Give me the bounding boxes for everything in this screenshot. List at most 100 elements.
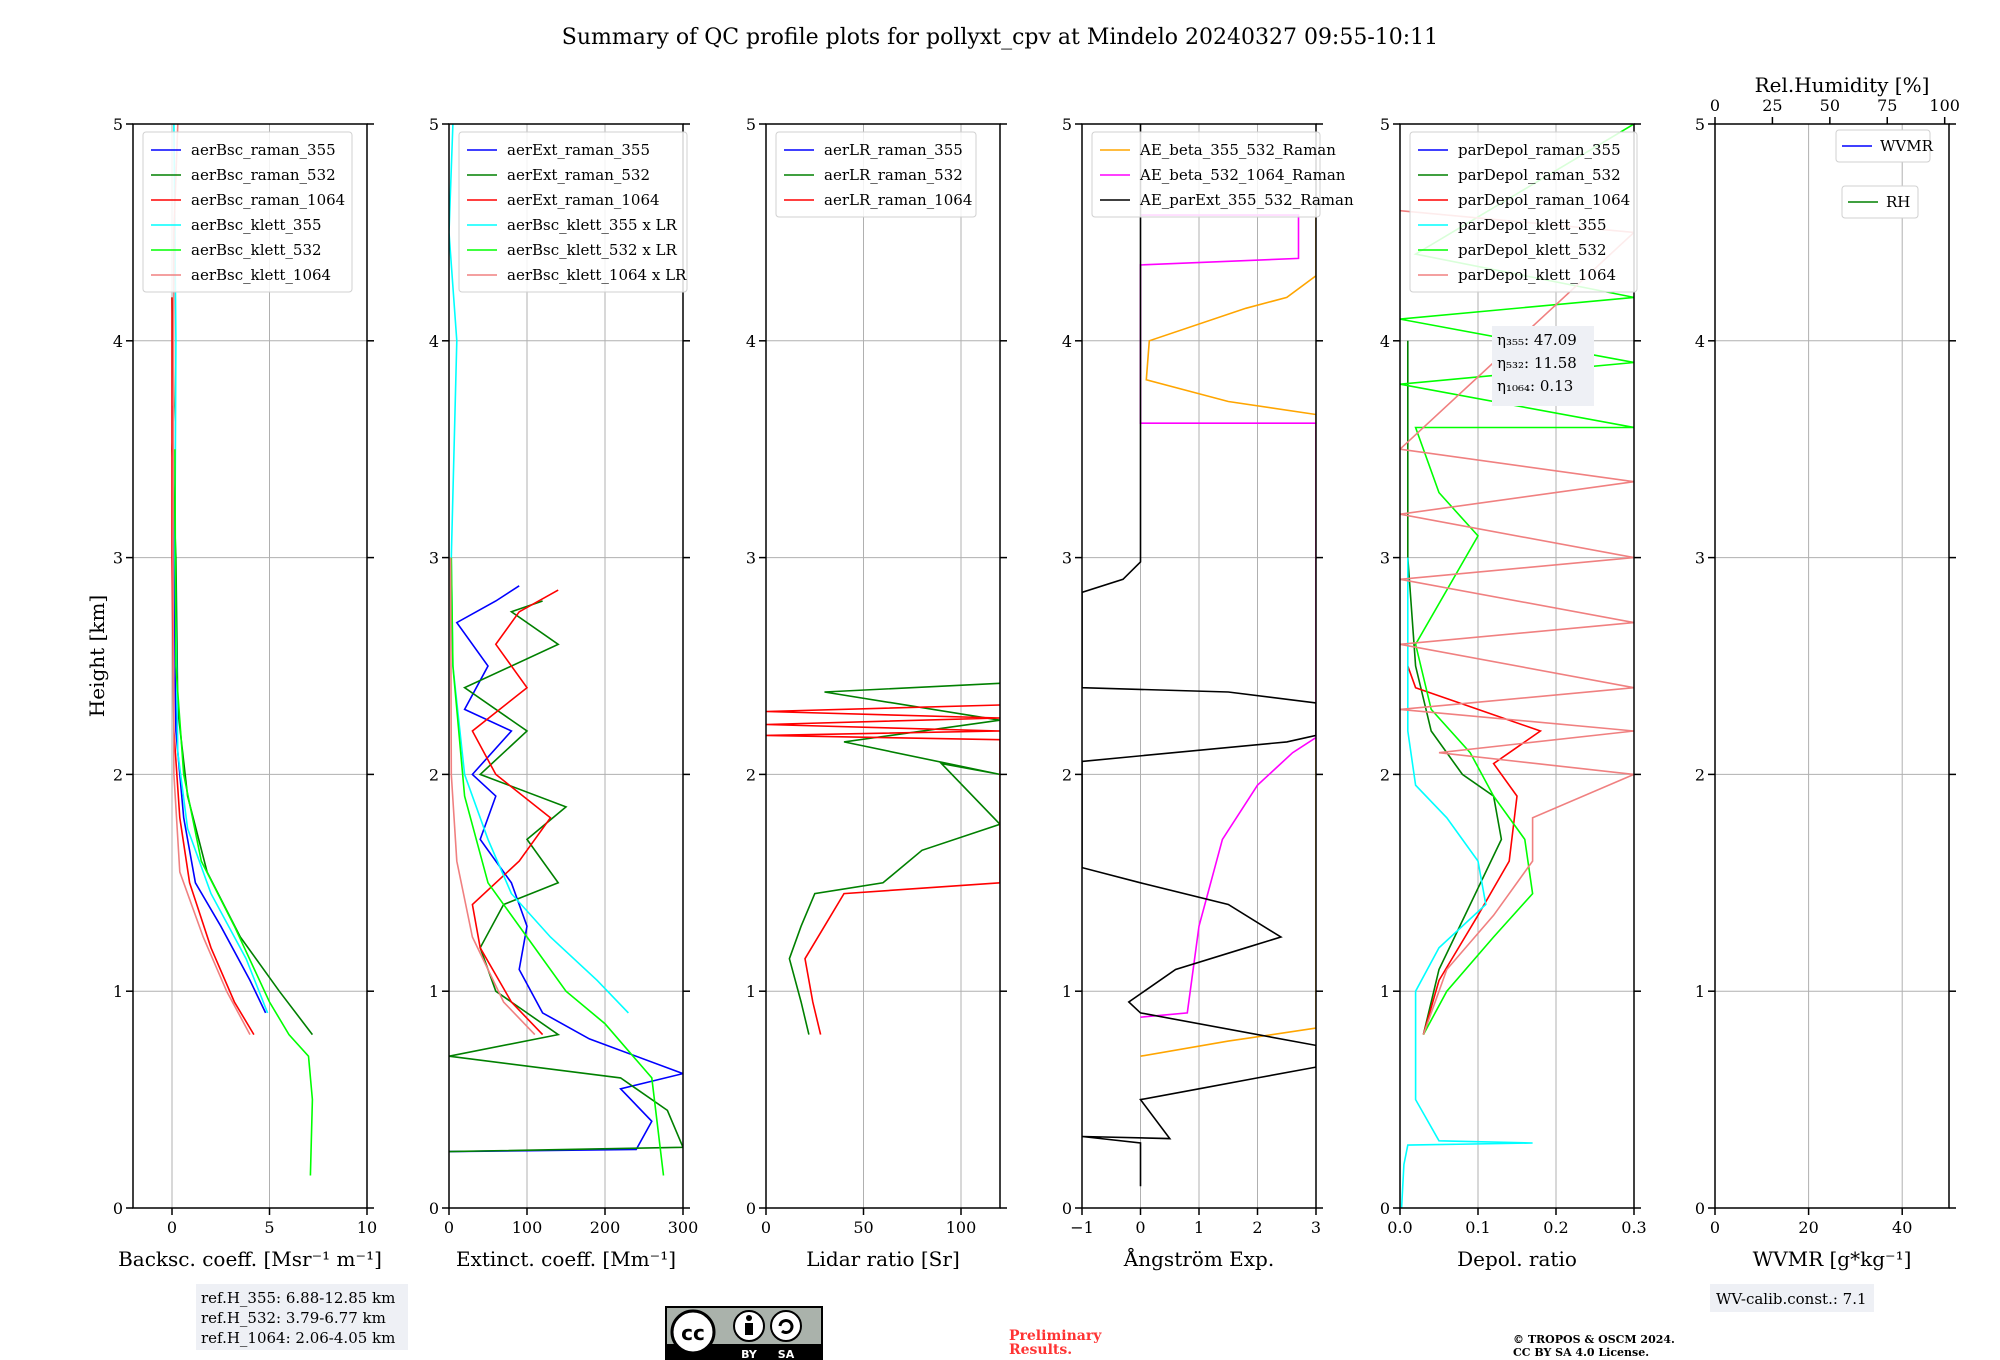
x-tick-label-lr-2: 100: [946, 1218, 977, 1237]
y-tick-label-ae-1: 1: [1062, 982, 1072, 1001]
y-tick-label-ae-3: 3: [1062, 549, 1072, 568]
x-tick-label-lr-1: 50: [853, 1218, 873, 1237]
legend-entry-ae-2: AE_parExt_355_532_Raman: [1139, 191, 1354, 209]
series-dep-2: [1407, 665, 1543, 1035]
x-axis-label-bsc: Backsc. coeff. [Msr⁻¹ m⁻¹]: [118, 1247, 382, 1271]
axes-frame-bsc: [132, 123, 368, 1209]
axes-frame-dep: [1399, 123, 1635, 1209]
legend-entry-lr-2: aerLR_raman_1064: [824, 191, 972, 209]
legend-entry-ext-3: aerBsc_klett_355 x LR: [507, 216, 678, 234]
ref-h-532: ref.H_532: 3.79-6.77 km: [201, 1309, 386, 1327]
legend-entry-lr-1: aerLR_raman_532: [824, 166, 963, 184]
series-ext-5: [449, 557, 536, 1036]
y-axis-label: Height [km]: [85, 595, 109, 717]
series-lr-1: [788, 682, 1000, 1035]
y-tick-label-bsc-0: 0: [113, 1199, 123, 1218]
y-tick-label-bsc-1: 1: [113, 982, 123, 1001]
legend-entry-wv-0: WVMR: [1880, 137, 1934, 155]
y-tick-label-wv-0: 0: [1695, 1199, 1705, 1218]
y-tick-label-ae-2: 2: [1062, 765, 1072, 784]
y-tick-label-ae-5: 5: [1062, 115, 1072, 134]
panel-dep: 0.0 0.1 0.2 0.3 0 1 2 3 4 5 Depol. ratio parDepol_r…: [1380, 115, 1647, 1271]
series-ext-1: [449, 600, 683, 1153]
axes-frame-wv: [1714, 123, 1950, 1209]
series-bsc-3: [173, 124, 269, 1014]
y-tick-label-ext-5: 5: [429, 115, 439, 134]
y-tick-label-dep-4: 4: [1380, 332, 1390, 351]
x-tick-label-ae-4: 3: [1311, 1218, 1321, 1237]
legend-box-lr: [775, 131, 977, 218]
panel-lr: 0 50 100 0 1 2 3 4 5 Lidar ratio [Sr] aerLR_raman_…: [746, 115, 1007, 1271]
y-tick-label-lr-0: 0: [746, 1199, 756, 1218]
svg-text:cc: cc: [681, 1321, 705, 1345]
series-bsc-2: [171, 297, 255, 1036]
axes-frame-lr: [765, 123, 1001, 1209]
y-tick-label-bsc-5: 5: [113, 115, 123, 134]
legend-entry-dep-4: parDepol_klett_532: [1458, 241, 1607, 259]
legend-entry-ext-5: aerBsc_klett_1064 x LR: [507, 266, 687, 284]
cc-by-label: BY: [741, 1348, 758, 1360]
legend-entry-dep-2: parDepol_raman_1064: [1458, 191, 1630, 209]
top-axis-label-wv: Rel.Humidity [%]: [1755, 73, 1930, 97]
preliminary-text-2: Results.: [1009, 1342, 1072, 1358]
y-tick-label-ae-4: 4: [1062, 332, 1072, 351]
legend-entry-dep-5: parDepol_klett_1064: [1458, 266, 1616, 284]
x-tick-label-dep-1: 0.1: [1465, 1218, 1490, 1237]
legend-entry-dep-1: parDepol_raman_532: [1458, 166, 1621, 184]
ref-height-annotation: ref.H_355: 6.88-12.85 km ref.H_532: 3.79…: [196, 1284, 408, 1350]
y-tick-label-lr-1: 1: [746, 982, 756, 1001]
x-tick-label-ae-1: 0: [1135, 1218, 1145, 1237]
x-axis-label-dep: Depol. ratio: [1457, 1247, 1577, 1271]
legend-box-bsc: [142, 131, 353, 293]
series-lr-2: [766, 704, 1000, 1035]
legend-entry-bsc-3: aerBsc_klett_355: [191, 216, 322, 234]
x-axis-label-wv: WVMR [g*kg⁻¹]: [1753, 1247, 1912, 1271]
x-axis-label-ae: Ångström Exp.: [1123, 1246, 1274, 1271]
y-tick-label-dep-2: 2: [1380, 765, 1390, 784]
x-tick-label-dep-3: 0.3: [1621, 1218, 1646, 1237]
legend-box-dep: [1409, 131, 1638, 293]
y-tick-label-bsc-4: 4: [113, 332, 123, 351]
axes-frame-ext: [448, 123, 684, 1209]
top-tick-label-wv-4: 100: [1929, 96, 1960, 115]
ref-h-1064: ref.H_1064: 2.06-4.05 km: [201, 1329, 395, 1347]
y-tick-label-wv-5: 5: [1695, 115, 1705, 134]
ref-h-355: ref.H_355: 6.88-12.85 km: [201, 1289, 395, 1307]
series-ext-4: [450, 557, 665, 1176]
top-tick-label-wv-0: 0: [1710, 96, 1720, 115]
top-tick-label-wv-1: 25: [1762, 96, 1782, 115]
series-ext-0: [449, 585, 683, 1153]
y-tick-label-ext-3: 3: [429, 549, 439, 568]
series-dep-4: [1400, 124, 1634, 1035]
wv-calib-annotation: WV-calib.const.: 7.1: [1710, 1284, 1874, 1312]
y-tick-label-ext-1: 1: [429, 982, 439, 1001]
legend-entry-dep-3: parDepol_klett_355: [1458, 216, 1607, 234]
legend-entry-bsc-4: aerBsc_klett_532: [191, 241, 322, 259]
legend-entry-ext-1: aerExt_raman_532: [507, 166, 650, 184]
series-bsc-0: [172, 405, 267, 1014]
series-dep-3: [1400, 557, 1533, 1208]
y-tick-label-ext-2: 2: [429, 765, 439, 784]
x-tick-label-ae-0: −1: [1070, 1218, 1094, 1237]
x-axis-label-lr: Lidar ratio [Sr]: [806, 1247, 960, 1271]
cc-icon: [670, 1309, 716, 1355]
x-tick-label-dep-2: 0.2: [1543, 1218, 1568, 1237]
y-tick-label-lr-2: 2: [746, 765, 756, 784]
x-tick-label-bsc-2: 10: [357, 1218, 377, 1237]
legend-box-wv-0: [1835, 129, 1931, 163]
top-tick-label-wv-2: 50: [1820, 96, 1840, 115]
legend-entry-lr-0: aerLR_raman_355: [824, 141, 963, 159]
eta-532-text: η₅₃₂: 11.58: [1497, 354, 1577, 372]
y-tick-label-wv-1: 1: [1695, 982, 1705, 1001]
y-tick-label-wv-2: 2: [1695, 765, 1705, 784]
y-tick-label-wv-4: 4: [1695, 332, 1705, 351]
series-ext-3: [449, 124, 629, 1014]
x-tick-label-ae-2: 1: [1194, 1218, 1204, 1237]
copyright-text-2: CC BY SA 4.0 License.: [1513, 1346, 1649, 1359]
x-tick-label-wv-0: 0: [1710, 1218, 1720, 1237]
wv-calib-text: WV-calib.const.: 7.1: [1716, 1290, 1867, 1308]
eta-annotation: η₃₅₅: 47.09 η₅₃₂: 11.58 η₁₀₆₄: 0.13: [1492, 326, 1594, 406]
x-tick-label-ext-1: 100: [512, 1218, 543, 1237]
legend-entry-wv-1: RH: [1886, 193, 1910, 211]
legend-box-wv-1: [1841, 185, 1919, 219]
